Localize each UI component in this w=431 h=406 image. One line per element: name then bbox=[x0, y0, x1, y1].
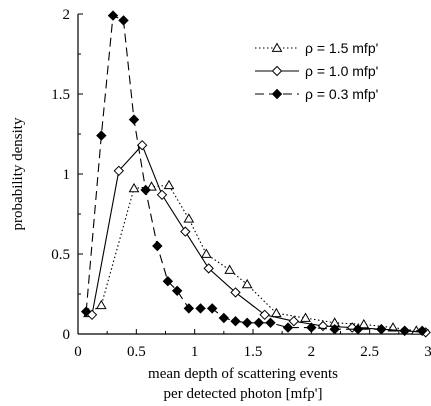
filled-diamond-marker bbox=[107, 10, 119, 21]
filled-diamond-marker bbox=[416, 325, 428, 337]
triangle-marker bbox=[128, 182, 140, 193]
filled-diamond-marker bbox=[399, 325, 410, 337]
filled-diamond-marker bbox=[253, 317, 265, 329]
open-diamond-marker bbox=[271, 65, 283, 77]
open-diamond-marker bbox=[113, 165, 125, 177]
series-1 bbox=[83, 179, 422, 335]
open-diamond-marker bbox=[259, 309, 270, 321]
x-tick-label: 0.5 bbox=[127, 344, 146, 360]
triangle-marker bbox=[271, 42, 283, 52]
filled-diamond-marker bbox=[230, 315, 241, 327]
triangle-marker bbox=[200, 248, 212, 258]
filled-diamond-marker bbox=[128, 114, 140, 125]
series-layer bbox=[80, 10, 431, 338]
filled-diamond-marker bbox=[329, 323, 340, 335]
filled-diamond-marker bbox=[206, 303, 218, 314]
triangle-marker bbox=[300, 312, 311, 322]
legend-label: ρ = 1.5 mfp' bbox=[305, 40, 378, 56]
x-tick-label: 2.5 bbox=[360, 344, 379, 360]
filled-diamond-marker bbox=[282, 322, 294, 333]
x-axis-title-line-1: mean depth of scattering events bbox=[148, 366, 338, 382]
open-diamond-marker bbox=[156, 189, 168, 201]
x-tick-label: 3 bbox=[424, 344, 431, 360]
filled-diamond-marker bbox=[96, 130, 107, 141]
x-tick-label: 1 bbox=[191, 344, 199, 360]
filled-diamond-marker bbox=[265, 317, 276, 329]
series-line bbox=[91, 144, 426, 333]
x-axis-title-line-2: per detected photon [mfp'] bbox=[164, 386, 323, 402]
y-axis-title: probability density bbox=[10, 117, 26, 230]
filled-diamond-marker bbox=[376, 323, 387, 335]
filled-diamond-marker bbox=[271, 88, 283, 100]
triangle-marker bbox=[270, 307, 282, 318]
filled-diamond-marker bbox=[140, 184, 151, 196]
legend-label: ρ = 0.3 mfp' bbox=[305, 86, 378, 102]
plot-frame bbox=[77, 14, 428, 335]
legend-label: ρ = 1.0 mfp' bbox=[305, 63, 378, 79]
triangle-marker bbox=[224, 264, 236, 274]
x-axis-ticks: 0 0.5 1 1.5 2 2.5 3 bbox=[74, 329, 431, 360]
series-2 bbox=[86, 139, 431, 338]
x-tick-label: 0 bbox=[74, 344, 82, 360]
filled-diamond-marker bbox=[306, 322, 317, 333]
filled-diamond-marker bbox=[80, 306, 92, 317]
filled-diamond-marker bbox=[218, 312, 230, 324]
open-diamond-marker bbox=[136, 139, 148, 151]
y-tick-label: 2 bbox=[63, 7, 71, 23]
x-tick-label: 1.5 bbox=[244, 344, 263, 360]
y-tick-label: 1 bbox=[63, 167, 71, 183]
x-tick-label: 2 bbox=[308, 344, 316, 360]
filled-diamond-marker bbox=[162, 275, 174, 287]
y-tick-label: 0 bbox=[63, 327, 71, 343]
open-diamond-marker bbox=[203, 263, 214, 274]
open-diamond-marker bbox=[230, 287, 241, 298]
triangle-marker bbox=[183, 213, 195, 223]
filled-diamond-marker bbox=[195, 303, 206, 314]
y-tick-label: 1.5 bbox=[51, 87, 70, 103]
legend: ρ = 1.5 mfp' ρ = 1.0 mfp' ρ = 0.3 mfp' bbox=[255, 40, 378, 102]
filled-diamond-marker bbox=[118, 15, 129, 26]
y-tick-label: 0.5 bbox=[51, 247, 70, 263]
series-line bbox=[88, 184, 417, 332]
triangle-marker bbox=[241, 278, 253, 289]
y-axis-ticks: 0 0.5 1 1.5 2 bbox=[51, 7, 83, 343]
triangle-marker bbox=[146, 181, 157, 191]
filled-diamond-marker bbox=[352, 323, 364, 335]
filled-diamond-marker bbox=[241, 317, 253, 329]
triangle-marker bbox=[387, 322, 399, 332]
open-diamond-marker bbox=[180, 226, 191, 237]
filled-diamond-marker bbox=[183, 303, 195, 314]
series-3 bbox=[80, 10, 428, 337]
open-diamond-marker bbox=[288, 315, 300, 327]
triangle-marker bbox=[95, 299, 107, 310]
filled-diamond-marker bbox=[152, 240, 163, 252]
filled-diamond-marker bbox=[171, 285, 183, 297]
triangle-marker bbox=[163, 179, 175, 190]
triangle-marker bbox=[358, 318, 370, 329]
